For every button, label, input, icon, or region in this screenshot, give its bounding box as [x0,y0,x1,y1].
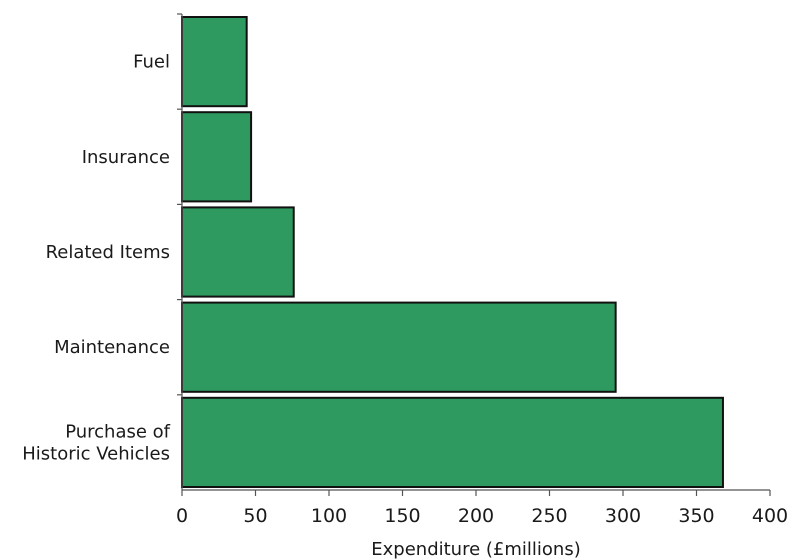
category-label: Related Items [46,242,170,263]
category-label: Insurance [82,147,170,168]
category-label: Historic Vehicles [22,443,170,464]
x-tick-label: 0 [176,505,188,527]
x-tick-label: 200 [458,505,494,527]
category-labels-group: Fuel Insurance Related Items Maintenance Pur… [22,52,170,465]
x-tick-label: 150 [384,505,420,527]
category-label: Fuel [133,52,170,73]
x-tick-label: 50 [243,505,267,527]
x-tick-label: 350 [678,505,714,527]
bars-group [181,16,724,488]
bar-purchase-of-historic-vehicles [181,396,724,488]
category-label: Purchase of [65,421,170,442]
bar-maintenance [181,301,617,393]
bar-related-items [181,206,295,298]
x-ticks-group: 0 50 100 150 200 250 300 350 400 [176,490,788,527]
x-tick-label: 250 [531,505,567,527]
bar-insurance [181,111,253,203]
x-tick-label: 100 [311,505,347,527]
bar-fuel [181,16,248,108]
x-tick-label: 300 [605,505,641,527]
y-ticks-group [177,13,182,396]
category-label: Maintenance [54,337,170,358]
x-axis-title: Expenditure (£millions) [371,539,580,560]
x-tick-label: 400 [752,505,788,527]
